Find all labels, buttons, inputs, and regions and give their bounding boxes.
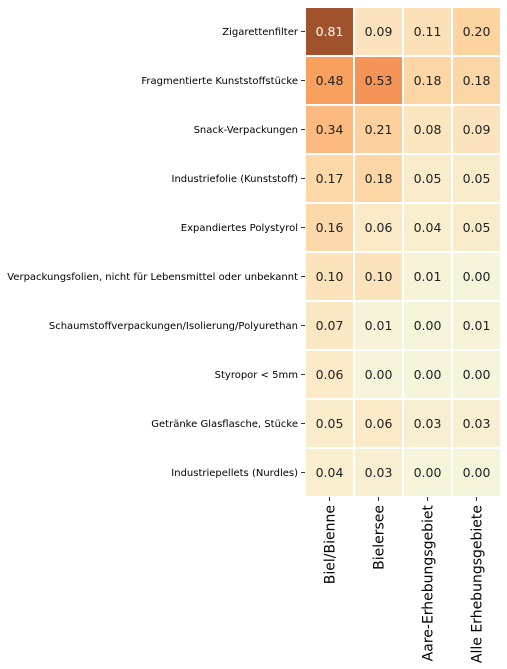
heatmap-cell bbox=[453, 253, 500, 300]
cell-value-label: 0.00 bbox=[463, 465, 491, 480]
heatmap-cell bbox=[404, 57, 451, 104]
heatmap-cell bbox=[355, 204, 402, 251]
column-labels: Biel/Bienne Bielersee Aare-Erhebungsgebiet… bbox=[323, 497, 486, 663]
heatmap-cell bbox=[355, 106, 402, 153]
cell-value-label: 0.06 bbox=[365, 416, 393, 431]
column-label: Biel/Bienne bbox=[323, 505, 339, 584]
heatmap-cell bbox=[404, 8, 451, 55]
heatmap-cell bbox=[404, 204, 451, 251]
cell-value-label: 0.00 bbox=[463, 367, 491, 382]
cell-value-label: 0.00 bbox=[414, 367, 442, 382]
row-label: Industriefolie (Kunststoff) bbox=[172, 174, 299, 185]
heatmap-cell bbox=[306, 8, 353, 55]
heatmap-cell bbox=[404, 302, 451, 349]
heatmap-cell bbox=[404, 449, 451, 496]
row-label: Fragmentierte Kunststoffstücke bbox=[141, 76, 298, 87]
cell-value-label: 0.09 bbox=[463, 122, 491, 137]
heatmap-cell bbox=[453, 204, 500, 251]
heatmap-cell bbox=[355, 8, 402, 55]
heatmap-cell bbox=[453, 155, 500, 202]
cell-value-label: 0.00 bbox=[365, 367, 393, 382]
cell-value-label: 0.18 bbox=[463, 73, 491, 88]
cell-value-label: 0.04 bbox=[414, 220, 442, 235]
cell-value-label: 0.53 bbox=[365, 73, 393, 88]
cell-value-label: 0.81 bbox=[316, 24, 344, 39]
cell-value-label: 0.11 bbox=[414, 24, 442, 39]
cell-value-label: 0.03 bbox=[365, 465, 393, 480]
heatmap-cell bbox=[453, 351, 500, 398]
heatmap-cell bbox=[453, 449, 500, 496]
row-label: Industriepellets (Nurdles) bbox=[171, 468, 298, 479]
cell-value-label: 0.09 bbox=[365, 24, 393, 39]
cell-value-label: 0.06 bbox=[365, 220, 393, 235]
heatmap-cell bbox=[453, 302, 500, 349]
cell-value-label: 0.05 bbox=[316, 416, 344, 431]
cell-value-label: 0.06 bbox=[316, 367, 344, 382]
cell-value-label: 0.34 bbox=[316, 122, 344, 137]
heatmap-cell bbox=[355, 57, 402, 104]
cell-value-label: 0.05 bbox=[463, 220, 491, 235]
cell-value-label: 0.17 bbox=[316, 171, 344, 186]
heatmap-cell bbox=[404, 400, 451, 447]
cell-value-label: 0.21 bbox=[365, 122, 393, 137]
heatmap-cell bbox=[453, 8, 500, 55]
cell-value-label: 0.01 bbox=[463, 318, 491, 333]
heatmap-cell bbox=[306, 57, 353, 104]
row-label: Verpackungsfolien, nicht für Lebensmitte… bbox=[7, 272, 298, 283]
heatmap-cell bbox=[306, 449, 353, 496]
row-label: Snack-Verpackungen bbox=[194, 125, 298, 136]
cell-value-label: 0.16 bbox=[316, 220, 344, 235]
heatmap-cell bbox=[306, 253, 353, 300]
cell-value-label: 0.10 bbox=[316, 269, 344, 284]
heatmap-cell bbox=[453, 400, 500, 447]
row-label: Getränke Glasflasche, Stücke bbox=[151, 419, 298, 430]
cell-value-label: 0.05 bbox=[414, 171, 442, 186]
cell-value-label: 0.48 bbox=[316, 73, 344, 88]
cell-value-label: 0.18 bbox=[414, 73, 442, 88]
heatmap-cell bbox=[306, 351, 353, 398]
row-label: Expandiertes Polystyrol bbox=[181, 223, 298, 234]
cell-value-label: 0.08 bbox=[414, 122, 442, 137]
cell-value-label: 0.03 bbox=[463, 416, 491, 431]
cell-value-label: 0.00 bbox=[414, 465, 442, 480]
column-label: Alle Erhebungsgebiete bbox=[470, 505, 486, 663]
cell-value-label: 0.01 bbox=[365, 318, 393, 333]
heatmap-cell bbox=[306, 106, 353, 153]
cell-value-label: 0.18 bbox=[365, 171, 393, 186]
heatmap-cell bbox=[306, 155, 353, 202]
heatmap-cell bbox=[355, 253, 402, 300]
heatmap-cell bbox=[355, 155, 402, 202]
cell-value-label: 0.00 bbox=[463, 269, 491, 284]
heatmap-cell bbox=[404, 253, 451, 300]
heatmap-cell bbox=[453, 57, 500, 104]
heatmap-cell bbox=[355, 449, 402, 496]
cell-value-label: 0.07 bbox=[316, 318, 344, 333]
heatmap-cell bbox=[355, 302, 402, 349]
heatmap-cell bbox=[404, 106, 451, 153]
row-label: Schaumstoffverpackungen/Isolierung/Polyu… bbox=[49, 321, 298, 332]
row-labels: Zigarettenfilter Fragmentierte Kunststoff… bbox=[7, 27, 305, 479]
heatmap-cell bbox=[404, 155, 451, 202]
heatmap-cell bbox=[355, 400, 402, 447]
cell-value-label: 0.01 bbox=[414, 269, 442, 284]
cell-value-label: 0.05 bbox=[463, 171, 491, 186]
heatmap-cell bbox=[453, 106, 500, 153]
column-label: Bielersee bbox=[372, 505, 388, 570]
heatmap-cell bbox=[404, 351, 451, 398]
cell-value-label: 0.03 bbox=[414, 416, 442, 431]
heatmap-cells: 0.81 0.09 0.11 0.20 0.48 0.53 0.18 0.18 0.34 0.21… bbox=[306, 8, 500, 496]
heatmap-cell bbox=[355, 351, 402, 398]
heatmap-cell bbox=[306, 400, 353, 447]
cell-value-label: 0.10 bbox=[365, 269, 393, 284]
cell-value-label: 0.00 bbox=[414, 318, 442, 333]
row-label: Zigarettenfilter bbox=[222, 27, 299, 38]
column-label: Aare-Erhebungsgebiet bbox=[421, 504, 437, 661]
heatmap-cell bbox=[306, 302, 353, 349]
heatmap-cell bbox=[306, 204, 353, 251]
row-label: Styropor < 5mm bbox=[215, 370, 298, 381]
cell-value-label: 0.04 bbox=[316, 465, 344, 480]
cell-value-label: 0.20 bbox=[463, 24, 491, 39]
